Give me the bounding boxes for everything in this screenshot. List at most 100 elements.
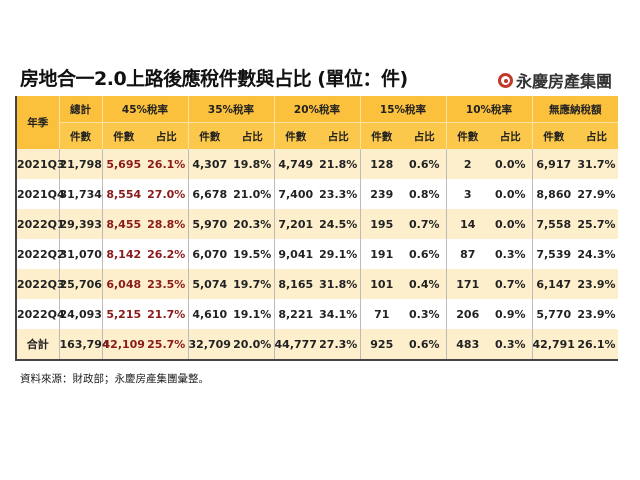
count-cell: 9,041 [273,239,317,269]
tax-table: 年季 總計 45%稅率 35%稅率 20%稅率 15%稅率 10%稅率 無應納稅額 件數 件數… [15,96,618,361]
share-cell: 27.0% [145,179,188,209]
share-cell: 28.8% [145,209,188,239]
period-cell: 2022Q2 [16,239,65,269]
logo: 永慶房產集團 [498,68,612,92]
header-group: 無應納稅額 [531,96,618,123]
total-cell: 24,093 [58,299,102,329]
share-cell: 0.9% [489,299,532,329]
count-cell: 6,048 [101,269,145,299]
share-cell: 31.7% [575,149,618,179]
header-share: 占比 [489,122,532,149]
header-share: 占比 [145,122,188,149]
header-group: 45%稅率 [101,96,188,123]
share-cell: 26.1% [575,329,618,360]
share-cell: 21.0% [231,179,274,209]
count-cell: 8,860 [531,179,575,209]
share-cell: 0.3% [403,299,446,329]
count-cell: 7,539 [531,239,575,269]
count-cell: 87 [445,239,489,269]
source-note: 資料來源：財政部；永慶房產集團彙整。 [20,373,209,385]
share-cell: 0.0% [489,149,532,179]
share-cell: 0.7% [403,209,446,239]
count-cell: 5,770 [531,299,575,329]
count-cell: 3 [445,179,489,209]
table-row: 2021Q4 31,734 8,554 27.0% 6,678 21.0% 7,400 23.… [16,179,618,209]
share-cell: 20.3% [231,209,274,239]
total-cell: 21,798 [58,149,102,179]
header-count: 件數 [187,122,231,149]
share-cell: 0.6% [403,149,446,179]
header-share: 占比 [231,122,274,149]
total-cell: 29,393 [58,209,102,239]
count-cell: 171 [445,269,489,299]
header-share: 占比 [317,122,360,149]
share-cell: 27.3% [317,329,360,360]
count-cell: 14 [445,209,489,239]
count-cell: 5,074 [187,269,231,299]
count-cell: 239 [359,179,403,209]
header-group: 20%稅率 [273,96,360,123]
share-cell: 0.0% [489,179,532,209]
period-cell: 2021Q3 [16,149,65,179]
logo-icon [498,72,513,88]
count-cell: 101 [359,269,403,299]
share-cell: 0.0% [489,209,532,239]
page-title: 房地合一2.0上路後應稅件數與占比 (單位：件) [20,68,408,90]
count-cell: 4,307 [187,149,231,179]
count-cell: 206 [445,299,489,329]
share-cell: 0.3% [489,329,532,360]
share-cell: 0.7% [489,269,532,299]
count-cell: 42,109 [101,329,145,360]
share-cell: 0.3% [489,239,532,269]
count-cell: 4,749 [273,149,317,179]
table-row: 2022Q3 25,706 6,048 23.5% 5,074 19.7% 8,165 31.… [16,269,618,299]
count-cell: 8,455 [101,209,145,239]
count-cell: 483 [445,329,489,360]
header-share: 占比 [403,122,446,149]
count-cell: 128 [359,149,403,179]
share-cell: 23.5% [145,269,188,299]
share-cell: 34.1% [317,299,360,329]
share-cell: 23.3% [317,179,360,209]
share-cell: 23.9% [575,299,618,329]
count-cell: 4,610 [187,299,231,329]
share-cell: 31.8% [317,269,360,299]
total-cell: 163,794 [58,329,110,360]
period-cell: 2021Q4 [16,179,65,209]
share-cell: 21.8% [317,149,360,179]
count-cell: 5,970 [187,209,231,239]
table-row: 2021Q3 21,798 5,695 26.1% 4,307 19.8% 4,749 21.… [16,149,618,179]
header-group: 總計 [58,96,102,123]
count-cell: 8,554 [101,179,145,209]
share-cell: 26.1% [145,149,188,179]
header-count: 件數 [273,122,317,149]
share-cell: 0.6% [403,329,446,360]
header-period: 年季 [16,96,59,149]
count-cell: 5,215 [101,299,145,329]
share-cell: 23.9% [575,269,618,299]
header-count: 件數 [531,122,575,149]
share-cell: 19.7% [231,269,274,299]
total-cell: 25,706 [58,269,102,299]
count-cell: 6,917 [531,149,575,179]
count-cell: 195 [359,209,403,239]
count-cell: 5,695 [101,149,145,179]
share-cell: 26.2% [145,239,188,269]
total-row: 合計 163,794 42,109 25.7% 32,709 20.0% 44,777 27.… [16,329,618,360]
share-cell: 25.7% [145,329,188,360]
count-cell: 7,201 [273,209,317,239]
count-cell: 8,221 [273,299,317,329]
header-group: 35%稅率 [187,96,274,123]
table-row: 2022Q1 29,393 8,455 28.8% 5,970 20.3% 7,201 24.… [16,209,618,239]
count-cell: 925 [359,329,403,360]
logo-text: 永慶房產集團 [516,72,613,91]
count-cell: 71 [359,299,403,329]
header-count: 件數 [101,122,145,149]
total-cell: 31,070 [58,239,102,269]
count-cell: 191 [359,239,403,269]
share-cell: 29.1% [317,239,360,269]
count-cell: 2 [445,149,489,179]
header-share: 占比 [575,122,618,149]
table-row: 2022Q2 31,070 8,142 26.2% 6,070 19.5% 9,041 29.… [16,239,618,269]
period-cell: 2022Q3 [16,269,65,299]
